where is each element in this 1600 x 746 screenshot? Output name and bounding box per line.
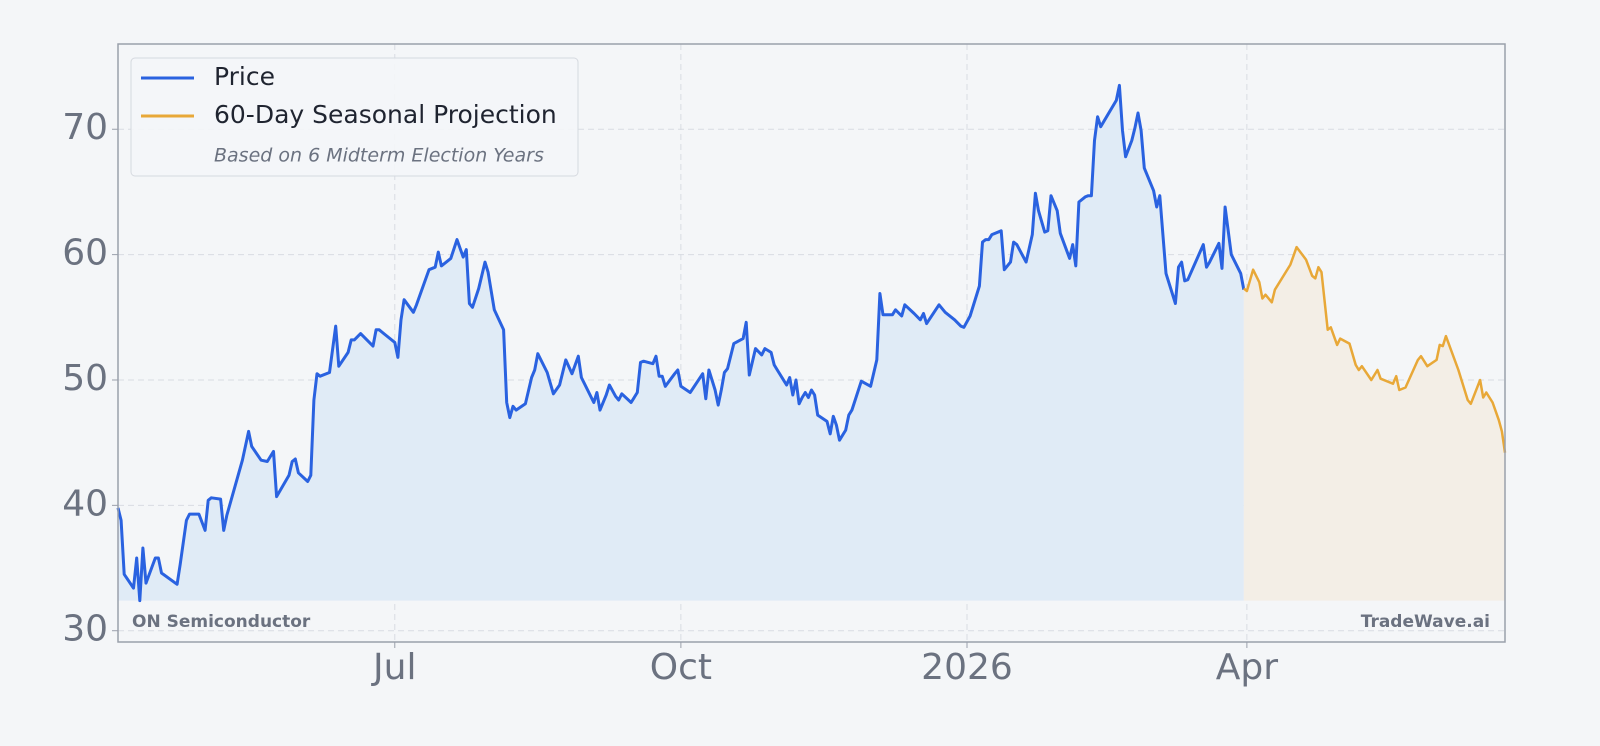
plot-border	[117, 43, 1506, 643]
y-tick-label: 30	[62, 609, 108, 650]
y-tick-label: 40	[62, 483, 108, 524]
y-tick-label: 60	[62, 233, 108, 274]
line	[1243, 245, 1507, 453]
legend-label: Price	[214, 62, 275, 91]
x-tick-label: 2026	[921, 647, 1013, 688]
x-tick-label: Oct	[650, 647, 712, 688]
watermark-right: TradeWave.ai	[1361, 612, 1490, 632]
line	[116, 83, 1246, 603]
legend-box	[130, 57, 579, 177]
watermark-left: ON Semiconductor	[132, 612, 311, 632]
area	[1243, 247, 1505, 601]
y-tick-label: 70	[62, 107, 108, 148]
y-tick-label: 50	[62, 358, 108, 399]
plot-layer	[116, 44, 1507, 642]
legend-note: Based on 6 Midterm Election Years	[214, 145, 544, 167]
x-tick-label: Apr	[1216, 647, 1278, 688]
x-tick-label: Jul	[371, 647, 416, 688]
area	[118, 85, 1244, 601]
legend-label: 60-Day Seasonal Projection	[214, 100, 557, 129]
